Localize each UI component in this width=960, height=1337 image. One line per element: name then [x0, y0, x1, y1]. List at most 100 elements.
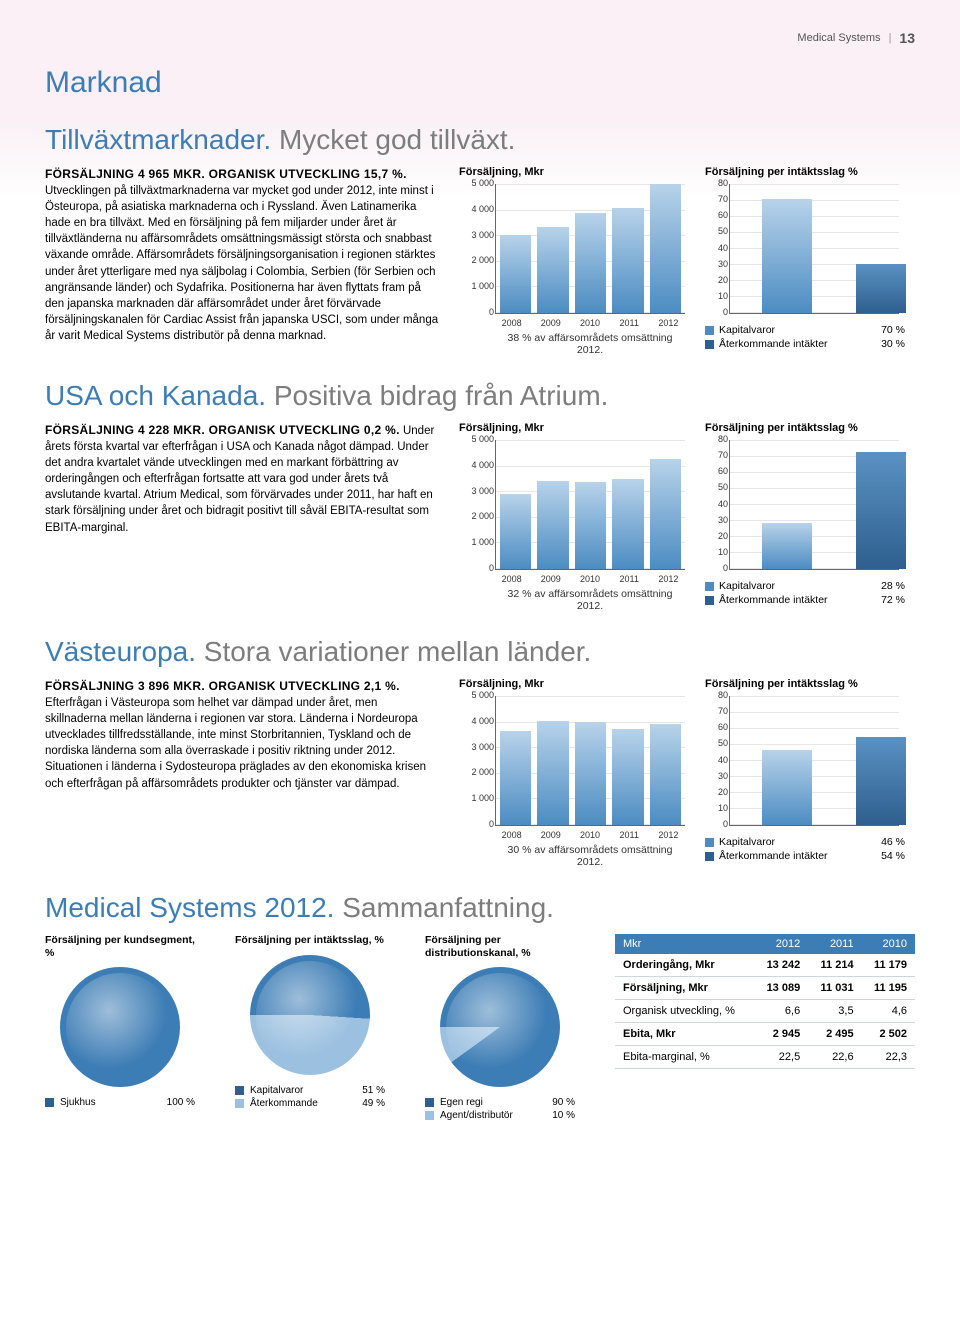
- pie-legend-item: Sjukhus 100 %: [45, 1097, 195, 1108]
- sales-chart-title: Försäljning, Mkr: [459, 422, 685, 434]
- x-label: 2012: [652, 830, 685, 840]
- x-label: 2009: [534, 830, 567, 840]
- x-label: 2011: [613, 574, 646, 584]
- region-lead: FÖRSÄLJNING 4 228 MKR. ORGANISK UTVECKLI…: [45, 423, 400, 437]
- table-cell: 2 495: [808, 1023, 861, 1046]
- region-title-2: Positiva bidrag från Atrium.: [274, 380, 609, 411]
- bar: [612, 729, 643, 825]
- bar: [537, 721, 568, 825]
- y-axis: 5 0004 0003 0002 0001 0000: [460, 434, 494, 573]
- bar: [537, 481, 568, 569]
- sales-chart-title: Försäljning, Mkr: [459, 678, 685, 690]
- y-axis: 5 0004 0003 0002 0001 0000: [460, 178, 494, 317]
- table-header: 2012: [754, 934, 808, 954]
- page-header: Medical Systems | 13: [45, 30, 915, 46]
- x-axis: 20082009201020112012: [495, 318, 685, 328]
- table-cell: 4,6: [862, 1000, 915, 1023]
- rev-legend: Kapitalvaror 70 % Återkommande intäkter …: [705, 324, 905, 350]
- sales-bar-chart: 5 0004 0003 0002 0001 0000: [495, 696, 685, 826]
- region-body: Utvecklingen på tillväxtmarknaderna var …: [45, 185, 438, 342]
- region-body: Efterfrågan i Västeuropa som helhet var …: [45, 697, 426, 789]
- pie-title: Försäljning per distributionskanal, %: [425, 934, 575, 959]
- table-cell: 22,5: [754, 1046, 808, 1069]
- legend-item: Kapitalvaror 70 %: [705, 324, 905, 336]
- x-label: 2011: [613, 830, 646, 840]
- rev-chart-col: Försäljning per intäktsslag % 8070605040…: [705, 678, 915, 868]
- bar: [500, 731, 531, 825]
- table-cell: Försäljning, Mkr: [615, 977, 754, 1000]
- table-header: Mkr: [615, 934, 754, 954]
- x-label: 2009: [534, 574, 567, 584]
- region-block: FÖRSÄLJNING 4 228 MKR. ORGANISK UTVECKLI…: [45, 422, 915, 612]
- table-cell: 3,5: [808, 1000, 861, 1023]
- rev-bar-chart: 80706050403020100: [729, 696, 899, 826]
- table-header: 2010: [862, 934, 915, 954]
- sales-chart-col: Försäljning, Mkr 5 0004 0003 0002 0001 0…: [459, 422, 685, 612]
- region-title: USA och Kanada. Positiva bidrag från Atr…: [45, 380, 915, 412]
- pie-chart: [60, 967, 180, 1087]
- sales-chart-col: Försäljning, Mkr 5 0004 0003 0002 0001 0…: [459, 166, 685, 356]
- x-label: 2010: [573, 574, 606, 584]
- x-label: 2008: [495, 830, 528, 840]
- table-cell: 13 242: [754, 954, 808, 977]
- sales-chart-title: Försäljning, Mkr: [459, 166, 685, 178]
- pie-block: Försäljning per intäktsslag, % Kapitalva…: [235, 934, 385, 1123]
- bar: [650, 724, 681, 825]
- rev-legend: Kapitalvaror 28 % Återkommande intäkter …: [705, 580, 905, 606]
- x-label: 2012: [652, 318, 685, 328]
- section-name: Medical Systems: [797, 32, 880, 44]
- bar: [575, 213, 606, 313]
- sales-bar-chart: 5 0004 0003 0002 0001 0000: [495, 440, 685, 570]
- table-cell: 11 195: [862, 977, 915, 1000]
- rev-bar: [762, 199, 812, 313]
- pie-legend: Sjukhus 100 %: [45, 1097, 195, 1108]
- rev-bar: [856, 264, 906, 313]
- table-cell: 22,3: [862, 1046, 915, 1069]
- bar: [575, 482, 606, 569]
- table-cell: 22,6: [808, 1046, 861, 1069]
- region-title-1: Västeuropa.: [45, 636, 196, 667]
- sales-chart-col: Försäljning, Mkr 5 0004 0003 0002 0001 0…: [459, 678, 685, 868]
- pie-legend-item: Egen regi 90 %: [425, 1097, 575, 1108]
- pie-legend-item: Kapitalvaror 51 %: [235, 1085, 385, 1096]
- y-axis: 80706050403020100: [706, 434, 728, 573]
- legend-item: Återkommande intäkter 30 %: [705, 338, 905, 350]
- rev-legend: Kapitalvaror 46 % Återkommande intäkter …: [705, 836, 905, 862]
- table-row: Ebita, Mkr2 9452 4952 502: [615, 1023, 915, 1046]
- y-axis: 80706050403020100: [706, 178, 728, 317]
- x-label: 2010: [573, 830, 606, 840]
- x-label: 2008: [495, 318, 528, 328]
- x-axis: 20082009201020112012: [495, 574, 685, 584]
- region-lead: FÖRSÄLJNING 4 965 MKR. ORGANISK UTVECKLI…: [45, 167, 407, 181]
- x-label: 2012: [652, 574, 685, 584]
- bar: [650, 184, 681, 313]
- bar: [500, 494, 531, 569]
- sales-caption: 32 % av affärsområdets omsättning 2012.: [495, 588, 685, 612]
- x-label: 2009: [534, 318, 567, 328]
- sales-bar-chart: 5 0004 0003 0002 0001 0000: [495, 184, 685, 314]
- rev-bar-chart: 80706050403020100: [729, 440, 899, 570]
- region-text: FÖRSÄLJNING 4 228 MKR. ORGANISK UTVECKLI…: [45, 422, 439, 612]
- bar: [575, 722, 606, 825]
- pie-chart: [250, 955, 370, 1075]
- table-cell: 11 214: [808, 954, 861, 977]
- sales-caption: 38 % av affärsområdets omsättning 2012.: [495, 332, 685, 356]
- pie-legend-item: Agent/distributör 10 %: [425, 1110, 575, 1121]
- rev-chart-col: Försäljning per intäktsslag % 8070605040…: [705, 422, 915, 612]
- pie-chart: [440, 967, 560, 1087]
- y-axis: 5 0004 0003 0002 0001 0000: [460, 690, 494, 829]
- region-lead: FÖRSÄLJNING 3 896 MKR. ORGANISK UTVECKLI…: [45, 679, 400, 693]
- page-title: Marknad: [45, 66, 915, 100]
- x-axis: 2008 2009 2010 2011 2012: [495, 830, 685, 840]
- legend-item: Återkommande intäkter 54 %: [705, 850, 905, 862]
- table-cell: 6,6: [754, 1000, 808, 1023]
- rev-chart-title: Försäljning per intäktsslag %: [705, 422, 915, 434]
- pie-legend-item: Återkommande 49 %: [235, 1098, 385, 1109]
- rev-chart-title: Försäljning per intäktsslag %: [705, 166, 915, 178]
- table-cell: 11 031: [808, 977, 861, 1000]
- summary-title-2: Sammanfattning.: [342, 892, 554, 923]
- table-cell: 2 502: [862, 1023, 915, 1046]
- pie-legend: Egen regi 90 % Agent/distributör 10 %: [425, 1097, 575, 1121]
- table-row: Organisk utveckling, %6,63,54,6: [615, 1000, 915, 1023]
- pie-block: Försäljning per distributionskanal, % Eg…: [425, 934, 575, 1123]
